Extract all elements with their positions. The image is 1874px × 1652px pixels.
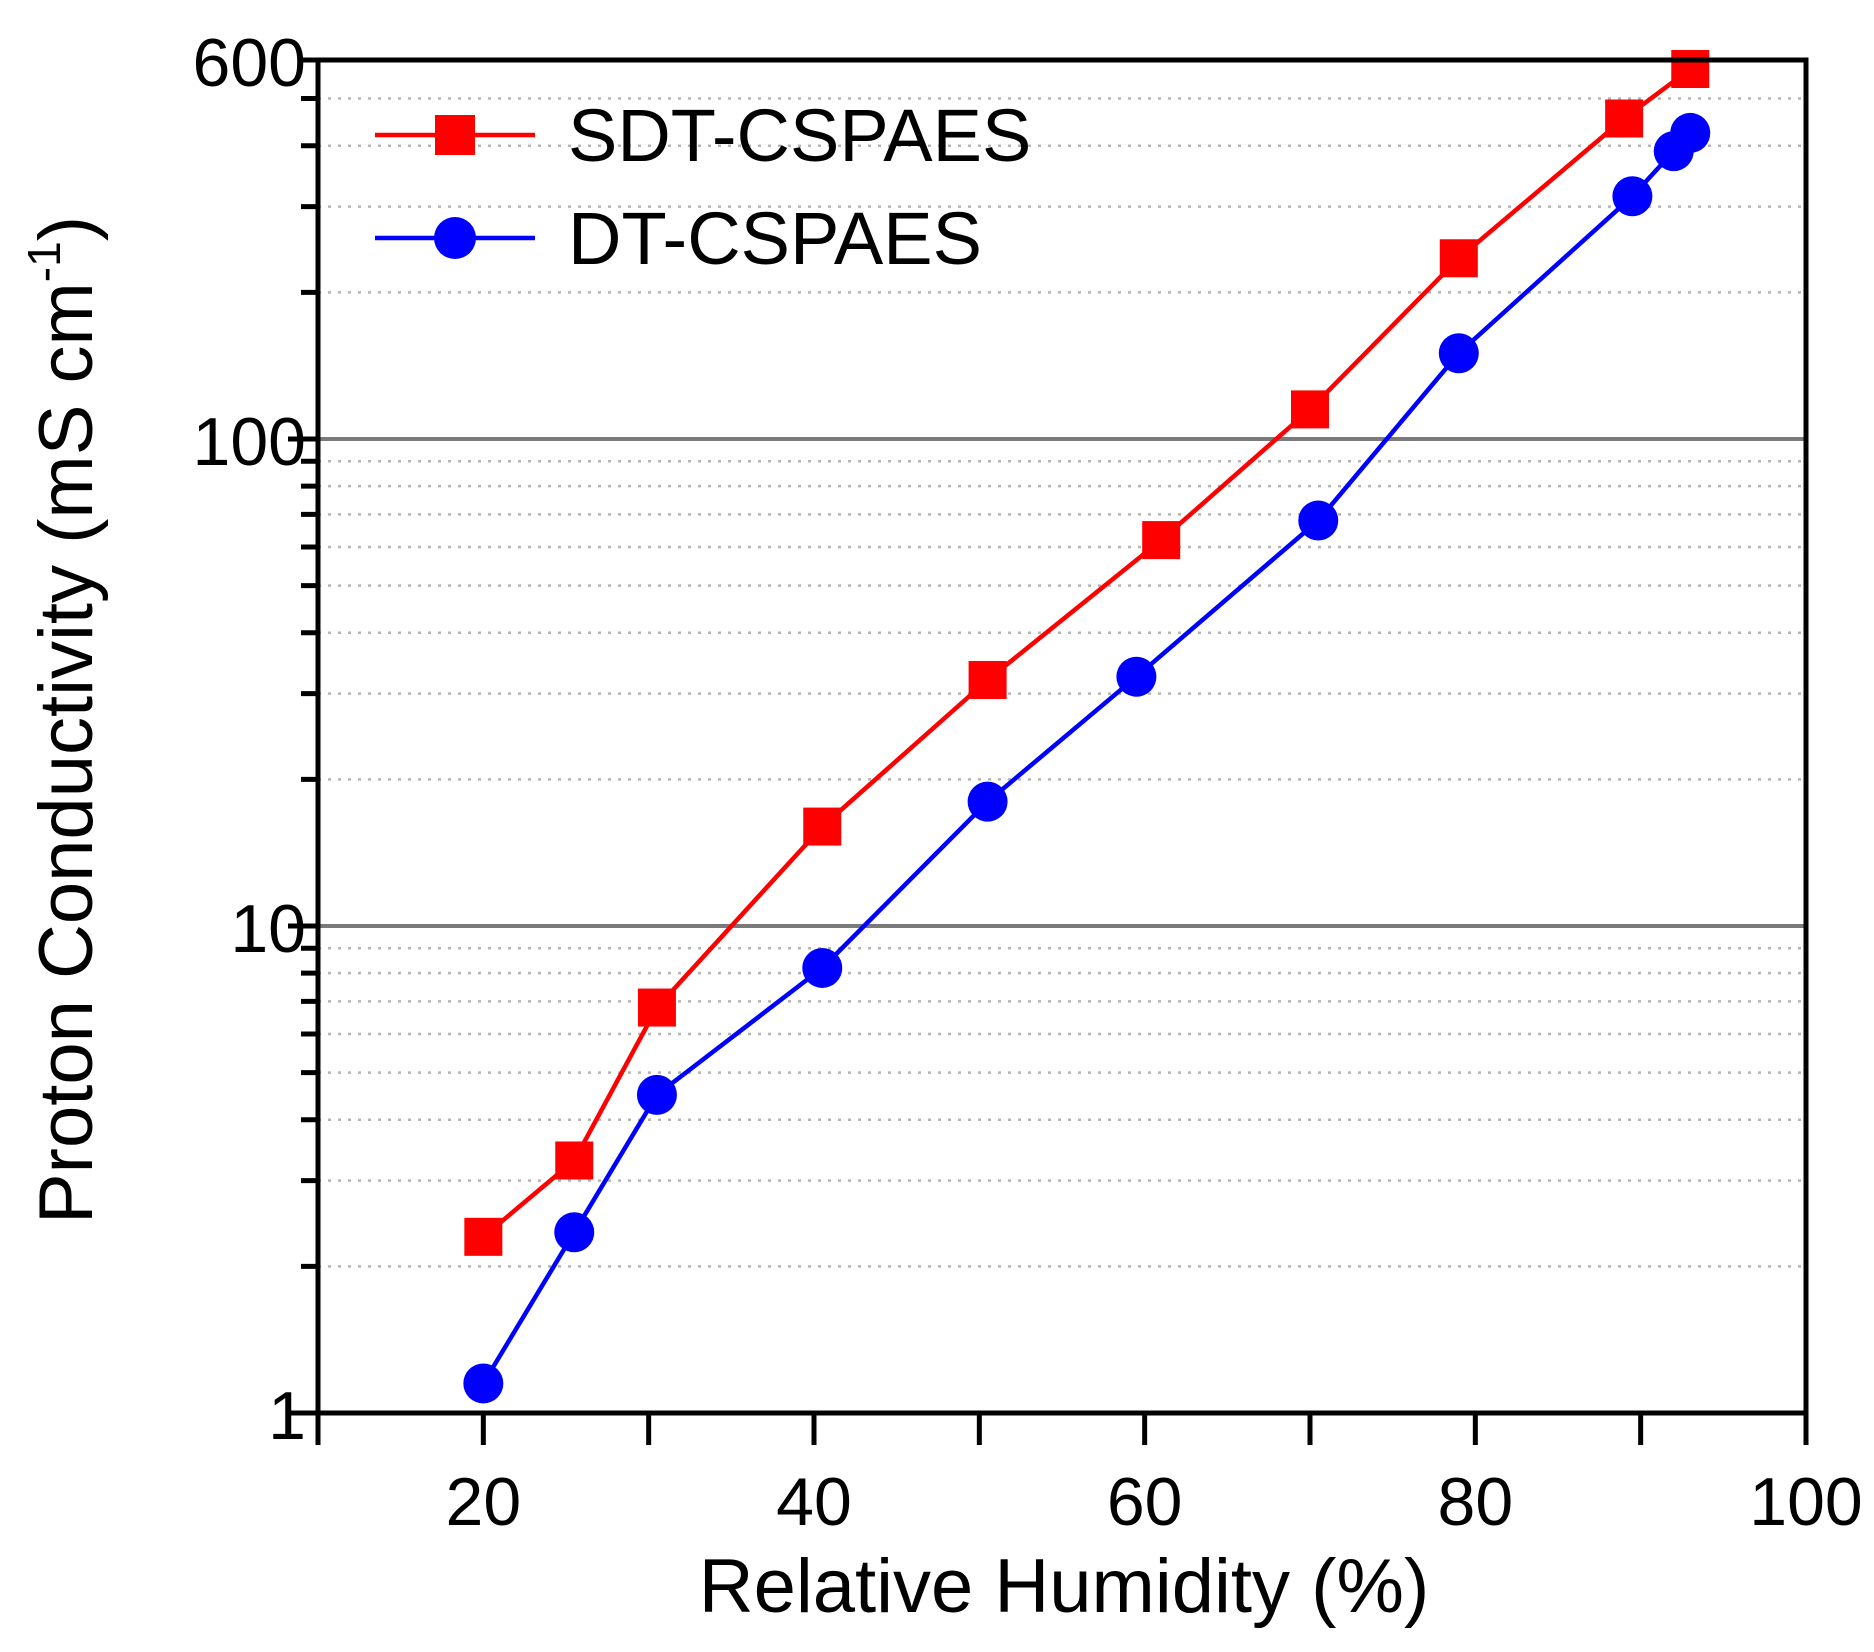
data-point-dt-cspaes-2 (636, 1074, 677, 1115)
data-point-sdt-cspaes-1 (555, 1141, 594, 1180)
x-tick-label-100: 100 (1749, 1464, 1862, 1540)
data-point-sdt-cspaes-2 (637, 988, 676, 1027)
legend-label-dt-cspaes: DT-CSPAES (568, 197, 982, 280)
data-point-dt-cspaes-4 (967, 781, 1008, 822)
data-point-dt-cspaes-8 (1612, 176, 1653, 217)
y-axis-title-superscript: -1 (18, 241, 70, 282)
legend-marker-sdt-cspaes (435, 115, 475, 155)
axis-layer: 20 40 60 80 100 1 10 100 600 (193, 25, 1863, 1540)
data-point-dt-cspaes-5 (1116, 656, 1157, 697)
series-line-sdt-cspaes (481, 67, 1692, 1239)
y-axis-title-close: ) (24, 216, 109, 241)
data-point-dt-cspaes-7 (1438, 333, 1479, 374)
grid-layer (318, 58, 1806, 1268)
data-point-dt-cspaes-1 (554, 1212, 595, 1253)
y-axis-title-main: Proton Conductivity (mS cm (24, 282, 109, 1224)
y-tick-label-10: 10 (230, 891, 306, 967)
legend: SDT-CSPAES DT-CSPAES (375, 94, 1031, 280)
y-tick-label-600: 600 (193, 25, 306, 101)
x-tick-label-20: 20 (446, 1464, 522, 1540)
data-point-sdt-cspaes-9 (1671, 50, 1710, 89)
data-point-sdt-cspaes-8 (1605, 99, 1644, 138)
data-point-sdt-cspaes-7 (1439, 239, 1478, 278)
x-tick-label-60: 60 (1107, 1464, 1183, 1540)
plot-frame (315, 57, 1809, 1416)
data-point-dt-cspaes-0 (463, 1363, 504, 1404)
y-axis-title: Proton Conductivity (mS cm-1) (18, 216, 109, 1224)
y-tick-label-1: 1 (268, 1378, 306, 1454)
legend-label-sdt-cspaes: SDT-CSPAES (568, 94, 1031, 177)
x-tick-label-40: 40 (776, 1464, 852, 1540)
data-point-sdt-cspaes-6 (1291, 390, 1329, 429)
data-point-dt-cspaes-10 (1670, 112, 1711, 153)
data-point-sdt-cspaes-0 (464, 1217, 503, 1256)
legend-marker-dt-cspaes (434, 217, 476, 259)
y-tick-label-100: 100 (193, 404, 306, 480)
x-axis-title: Relative Humidity (%) (699, 1544, 1430, 1629)
data-point-sdt-cspaes-3 (803, 807, 842, 846)
data-point-sdt-cspaes-5 (1142, 521, 1181, 560)
data-point-sdt-cspaes-4 (968, 660, 1007, 699)
series-layer (463, 50, 1711, 1404)
x-tick-label-80: 80 (1438, 1464, 1514, 1540)
data-point-dt-cspaes-6 (1298, 500, 1339, 541)
data-point-dt-cspaes-3 (802, 947, 843, 988)
